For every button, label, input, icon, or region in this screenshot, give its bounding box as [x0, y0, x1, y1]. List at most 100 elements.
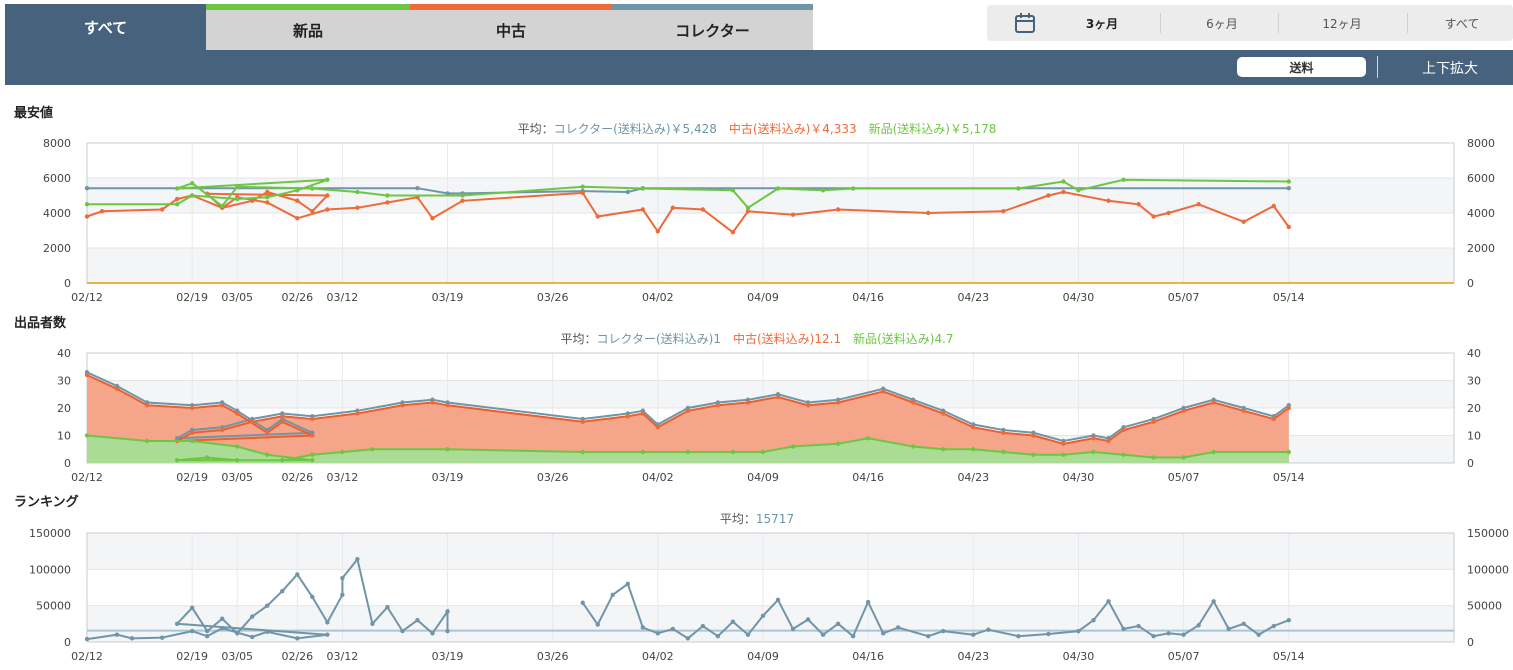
data-point-used: [385, 200, 390, 205]
data-point-collector: [1286, 185, 1291, 191]
data-point-used: [189, 430, 195, 435]
data-point-used: [219, 427, 225, 433]
data-point-new: [685, 449, 691, 455]
data-point-used: [640, 207, 646, 212]
data-point-new: [310, 186, 315, 191]
data-point-new: [355, 189, 360, 195]
data-point-used: [1061, 189, 1066, 195]
x-tick-label: 03/12: [327, 650, 359, 663]
x-tick-label: 05/07: [1168, 471, 1200, 484]
x-tick-label: 05/14: [1273, 471, 1305, 484]
ranking-point: [670, 626, 676, 632]
ranking-point: [295, 572, 300, 577]
x-tick-label: 03/12: [327, 471, 359, 484]
divider: [1407, 13, 1408, 33]
x-tick-label: 04/16: [852, 471, 884, 484]
tab-new[interactable]: 新品: [206, 4, 410, 50]
data-point-new: [1286, 179, 1291, 184]
data-point-new: [1016, 186, 1021, 191]
data-point-new: [235, 458, 240, 463]
data-point-used: [280, 419, 285, 424]
data-point-used: [265, 189, 270, 195]
data-point-used: [430, 400, 435, 405]
ranking-point: [204, 633, 210, 639]
period-all[interactable]: すべて: [1444, 16, 1480, 31]
vertical-zoom-button[interactable]: 上下拡大: [1422, 60, 1478, 77]
data-point-used: [1241, 408, 1246, 413]
data-point-new: [310, 458, 315, 463]
y-tick-label-left: 0: [64, 636, 71, 649]
x-tick-label: 04/09: [747, 471, 779, 484]
data-point-new: [445, 447, 450, 452]
data-point-new: [1151, 455, 1156, 460]
ranking-point: [1016, 633, 1021, 639]
series-area-used: [87, 375, 1289, 463]
data-point-used: [310, 416, 315, 422]
data-point-used: [235, 411, 240, 416]
data-point-new: [971, 447, 976, 452]
ranking-point: [219, 616, 225, 621]
y-tick-label-right: 150000: [1467, 527, 1509, 540]
x-tick-label: 03/19: [432, 650, 464, 663]
data-point-new: [84, 202, 90, 207]
shipping-toggle-button[interactable]: 送料: [1237, 57, 1366, 77]
y-tick-label-right: 6000: [1467, 172, 1495, 185]
x-tick-label: 02/12: [71, 291, 103, 304]
ranking-point: [129, 636, 135, 641]
tab-collector[interactable]: コレクター: [612, 4, 813, 50]
y-tick-label-left: 50000: [36, 600, 71, 613]
data-point-new: [265, 195, 270, 200]
period-3m[interactable]: 3ヶ月: [1085, 16, 1119, 31]
ranking-point: [1286, 618, 1291, 623]
data-point-new: [745, 205, 751, 210]
data-point-used: [835, 207, 841, 212]
x-tick-label: 03/26: [537, 471, 569, 484]
y-tick-label-right: 0: [1467, 457, 1474, 470]
y-tick-label-left: 150000: [29, 527, 71, 540]
ranking-point: [850, 633, 856, 639]
data-point-used: [174, 196, 180, 202]
tab-all[interactable]: すべて: [5, 4, 206, 50]
ranking-point: [159, 635, 165, 640]
data-point-used: [911, 400, 916, 405]
legend-item: 15717: [756, 512, 794, 526]
data-point-used: [730, 230, 736, 235]
divider: [1278, 13, 1279, 33]
data-point-collector: [625, 189, 630, 195]
y-tick-label-right: 0: [1467, 277, 1474, 290]
ranking-point: [430, 631, 435, 636]
period-selector: 3ヶ月 6ヶ月 12ヶ月 すべて: [987, 5, 1513, 41]
data-point-used: [1031, 433, 1036, 438]
period-6m[interactable]: 6ヶ月: [1206, 16, 1238, 31]
ranking-point: [1211, 599, 1216, 604]
ranking-point: [655, 631, 661, 636]
ranking-point: [895, 625, 901, 630]
x-tick-label: 02/19: [176, 291, 208, 304]
ranking-point: [700, 623, 706, 629]
legend-prefix: 平均：: [518, 122, 554, 136]
ranking-point: [355, 556, 360, 562]
ranking-point: [265, 629, 270, 635]
plot-band: [87, 533, 1454, 570]
ranking-point: [250, 614, 255, 619]
data-point-used: [580, 190, 585, 196]
data-point-new: [730, 449, 736, 455]
ranking-point: [1076, 628, 1081, 634]
data-point-used: [1151, 214, 1156, 219]
data-point-new: [265, 452, 270, 457]
period-12m[interactable]: 12ヶ月: [1322, 16, 1362, 31]
x-tick-label: 02/26: [281, 650, 313, 663]
data-point-used: [1181, 408, 1186, 413]
ranking-line: [86, 556, 449, 641]
data-point-used: [775, 394, 781, 400]
plot-band: [87, 248, 1454, 283]
tab-used[interactable]: 中古: [410, 4, 612, 50]
data-point-new: [325, 177, 330, 182]
data-point-new: [235, 196, 240, 202]
data-point-new: [1121, 177, 1126, 182]
data-point-used: [144, 403, 150, 408]
calendar-icon: [1014, 12, 1036, 38]
ranking-point: [1046, 631, 1051, 637]
series-line-new: [86, 434, 1289, 462]
ranking-point: [1226, 626, 1231, 632]
